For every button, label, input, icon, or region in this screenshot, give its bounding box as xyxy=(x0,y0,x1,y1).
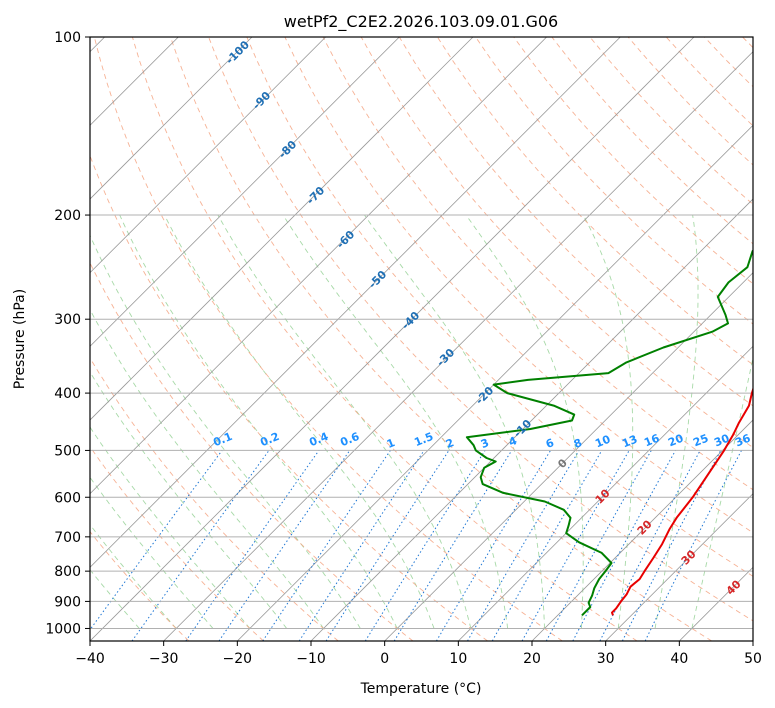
x-tick-label: −40 xyxy=(75,651,105,667)
mixing-ratio-line xyxy=(131,450,270,641)
isotherm-line xyxy=(90,37,695,641)
y-axis-ticks: 100 200 300 400 500 600 700 800 900 1000 xyxy=(45,30,90,637)
x-tick-label: −10 xyxy=(296,651,326,667)
moist-adiabat-line xyxy=(691,355,753,629)
isotherm-line xyxy=(752,640,753,641)
dry-adiabat-line xyxy=(90,530,190,641)
mixing-ratio-line xyxy=(218,450,351,641)
chart-title: wetPf2_C2E2.2026.103.09.01.G06 xyxy=(284,12,558,32)
dry-adiabat-line xyxy=(131,37,638,641)
dry-adiabat-line xyxy=(513,37,753,285)
moist-adiabat-line xyxy=(217,214,472,629)
mixing-ratio-label: 3 xyxy=(479,436,491,451)
dewpoint-line xyxy=(465,249,753,617)
y-tick-label: 900 xyxy=(54,594,81,610)
temperature-line xyxy=(611,386,753,616)
y-tick-label: 400 xyxy=(54,386,81,402)
isotherm-line xyxy=(90,37,400,347)
dry-adiabat-line xyxy=(90,445,264,641)
mixing-ratio-line xyxy=(393,450,513,641)
mixing-ratio-lines xyxy=(90,450,742,641)
y-tick-label: 100 xyxy=(54,30,81,46)
plot-background xyxy=(90,37,753,641)
isotherm-line xyxy=(90,37,326,274)
x-tick-label: 50 xyxy=(744,651,762,667)
x-axis-ticks: −40 −30 −20 −10 0 10 20 30 40 50 xyxy=(75,641,762,667)
mixing-ratio-label: 16 xyxy=(642,432,661,450)
moist-adiabat-line xyxy=(90,569,140,629)
dry-adiabats xyxy=(90,37,753,641)
x-tick-label: 40 xyxy=(670,651,688,667)
isotherm-line xyxy=(310,198,753,641)
plot-frame xyxy=(89,36,754,642)
isotherm-line xyxy=(90,37,474,421)
mixing-ratio-label: 25 xyxy=(691,432,710,450)
pressure-gridlines xyxy=(90,37,753,629)
mixing-ratio-label: 30 xyxy=(712,432,731,450)
y-tick-label: 300 xyxy=(54,312,81,328)
dry-adiabat-line xyxy=(93,37,563,641)
y-axis-label: Pressure (hPa) xyxy=(12,289,28,389)
isotherm-line xyxy=(163,51,753,641)
mixing-ratio-label: 36 xyxy=(733,432,752,450)
x-tick-label: 30 xyxy=(597,651,615,667)
dry-adiabat-line xyxy=(208,37,753,622)
mixing-ratio-line xyxy=(262,450,391,641)
mixing-ratio-line xyxy=(545,450,652,641)
moist-adiabat-line xyxy=(90,523,177,629)
y-tick-label: 200 xyxy=(54,208,81,224)
x-tick-label: 20 xyxy=(523,651,541,667)
dry-adiabat-line xyxy=(170,37,712,641)
dry-adiabat-line xyxy=(90,357,339,641)
profile-series xyxy=(465,249,753,617)
mixing-ratio-line xyxy=(185,450,320,641)
dry-adiabat-line xyxy=(398,37,753,407)
x-axis-label: Temperature (°C) xyxy=(360,681,482,697)
mixing-ratio-line xyxy=(572,450,676,641)
mixing-ratio-line xyxy=(90,450,223,631)
x-tick-label: 10 xyxy=(449,651,467,667)
mixing-ratio-label: 10 xyxy=(593,433,612,451)
moist-adiabat-line xyxy=(164,214,435,629)
dry-adiabat-line xyxy=(360,37,753,449)
y-tick-label: 700 xyxy=(54,530,81,546)
mixing-ratio-label: 20 xyxy=(666,432,685,450)
isotherms xyxy=(90,37,753,641)
isotherm-line xyxy=(458,345,753,641)
moist-adiabat-line xyxy=(90,426,251,629)
moist-adiabat-line xyxy=(582,214,634,629)
x-tick-label: −20 xyxy=(223,651,253,667)
isotherm-line xyxy=(90,37,253,200)
mixing-ratio-line xyxy=(521,450,630,641)
moist-adiabat-line xyxy=(654,214,699,629)
dry-adiabat-line xyxy=(246,37,753,577)
mixing-ratio-label: 8 xyxy=(572,436,584,451)
mixing-ratio-line xyxy=(621,450,722,641)
moist-adiabat-line xyxy=(90,308,324,629)
y-tick-label: 1000 xyxy=(45,621,81,637)
isotherm-line xyxy=(90,37,621,568)
moist-adiabat-line xyxy=(90,371,288,629)
mixing-ratio-label: 2 xyxy=(444,436,456,451)
mixing-ratio-label: 1 xyxy=(385,436,397,451)
y-tick-label: 500 xyxy=(54,443,81,459)
mixing-ratio-line xyxy=(298,450,425,641)
mixing-ratio-line xyxy=(325,450,450,641)
mixing-ratio-label: 13 xyxy=(620,433,639,451)
moist-adiabat-line xyxy=(90,476,214,629)
x-tick-label: 0 xyxy=(380,651,389,667)
isotherm-line xyxy=(605,493,753,641)
dry-adiabat-line xyxy=(90,154,488,641)
isotherm-line xyxy=(237,124,753,641)
mixing-ratio-line xyxy=(644,450,742,641)
y-tick-label: 600 xyxy=(54,490,81,506)
isotherm-line xyxy=(90,37,547,495)
y-tick-label: 800 xyxy=(54,564,81,580)
x-tick-label: −30 xyxy=(149,651,179,667)
isotherm-line xyxy=(531,419,753,641)
moist-adiabat-line xyxy=(465,214,584,629)
